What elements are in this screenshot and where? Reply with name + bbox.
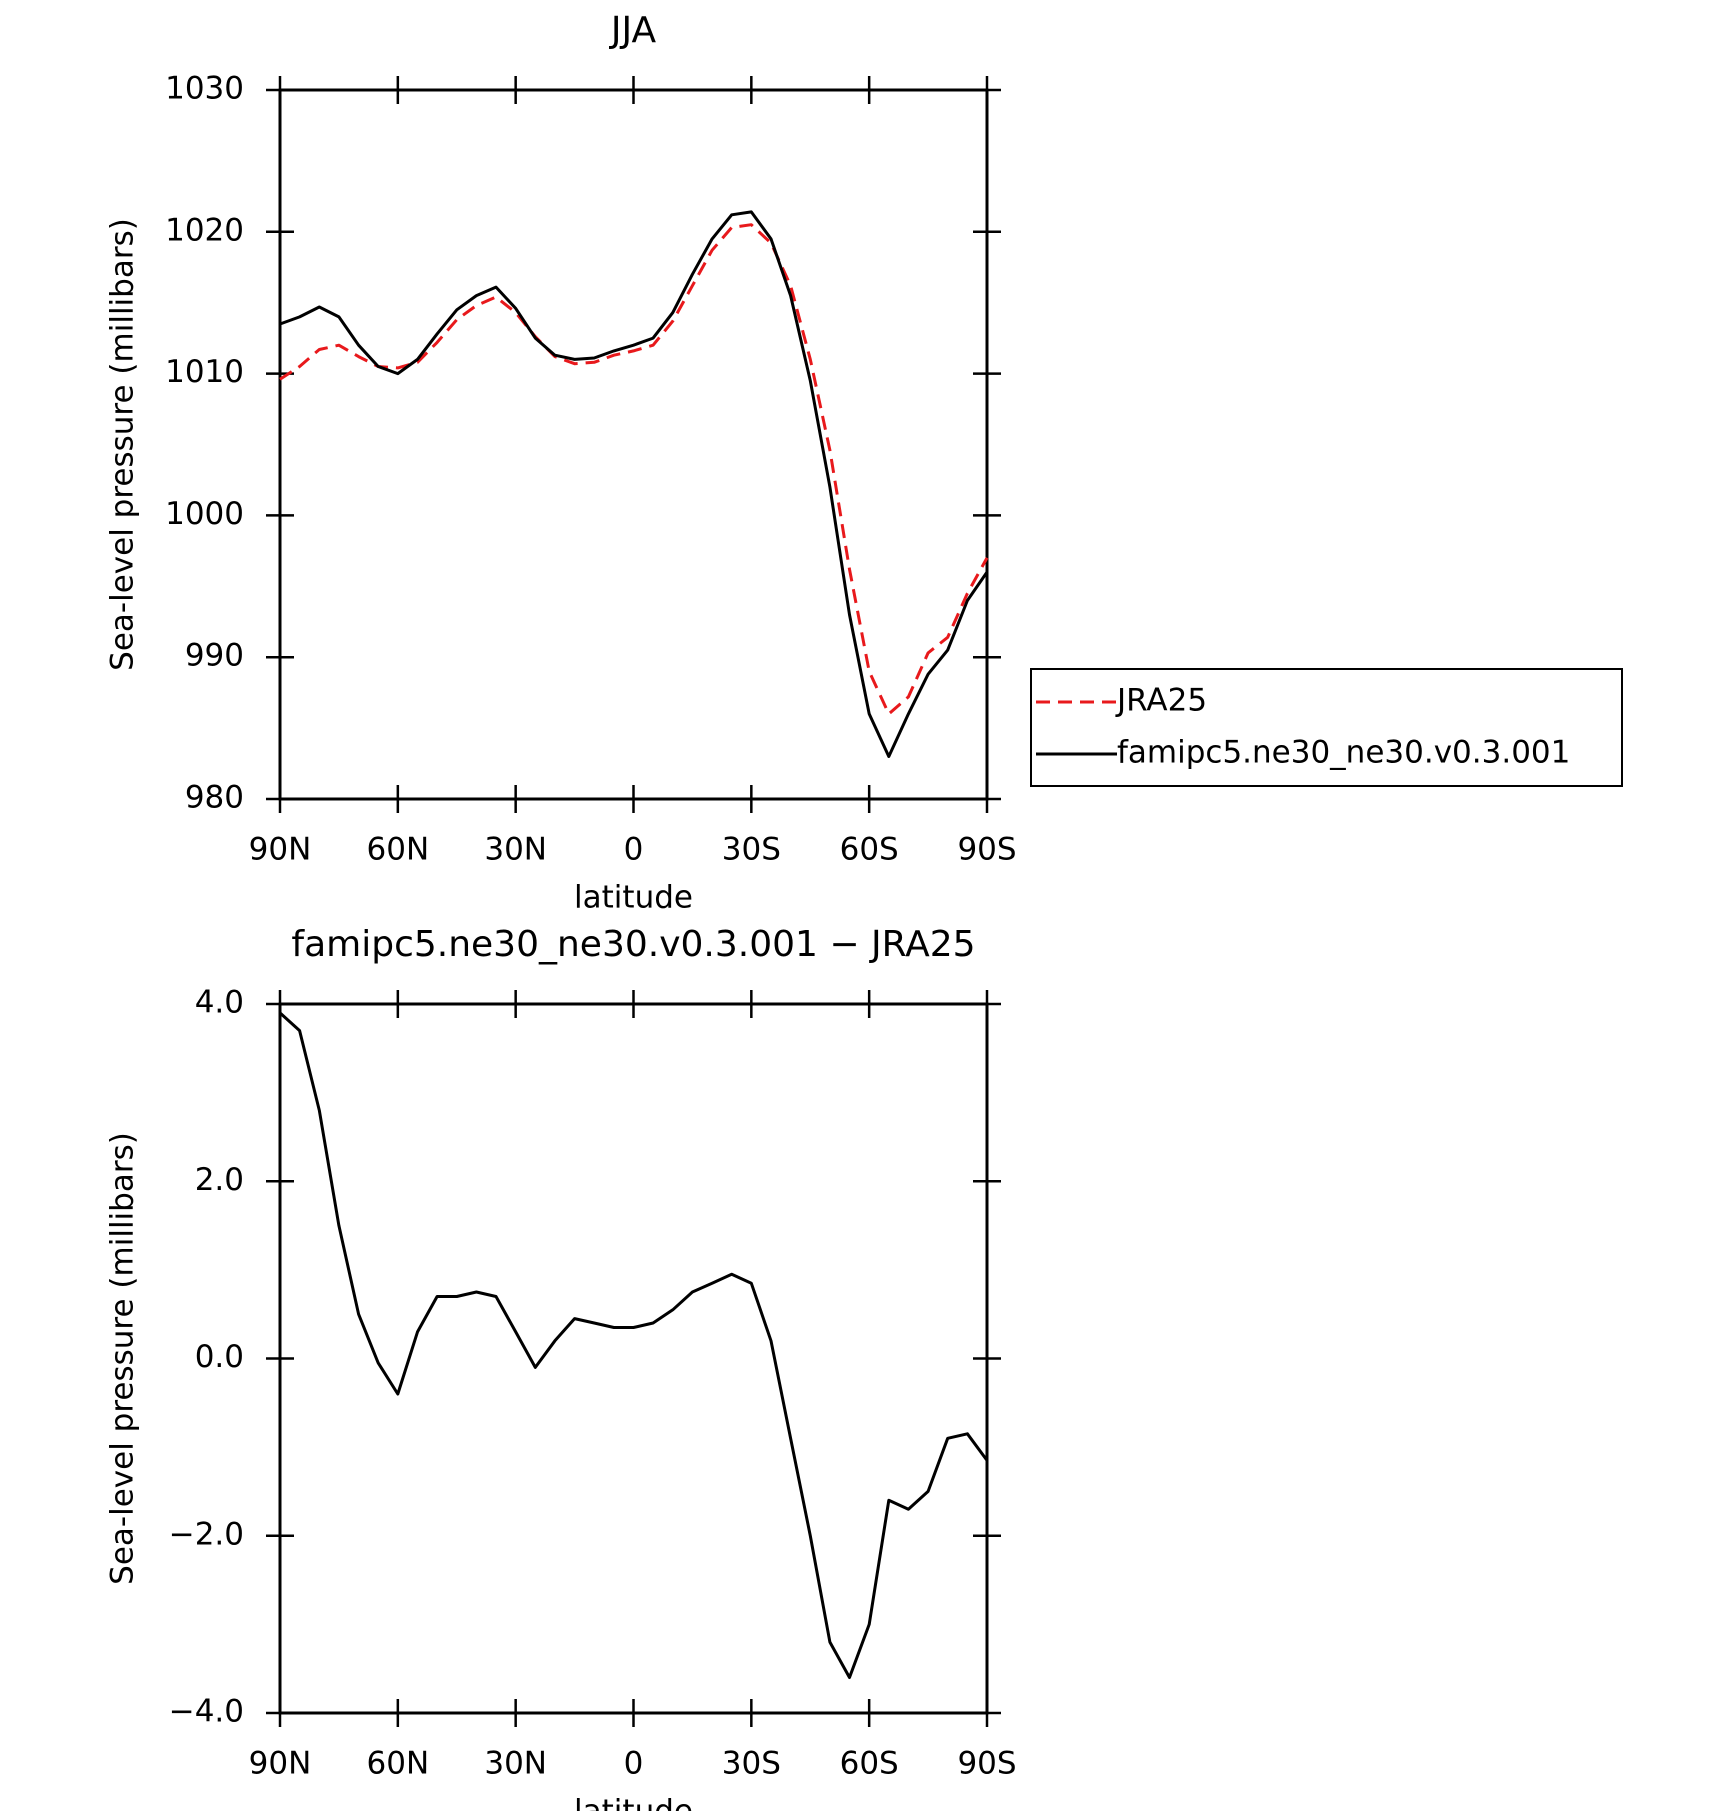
- y-tick-label: −4.0: [169, 1694, 244, 1730]
- y-tick-label: 1010: [165, 354, 244, 390]
- plot-frame: [278, 88, 989, 801]
- x-tick-label: 90S: [957, 1746, 1016, 1782]
- x-tick-label: 60N: [367, 832, 430, 868]
- x-tick-label: 30N: [484, 1746, 547, 1782]
- x-tick-label: 30S: [722, 1746, 781, 1782]
- data-line: [279, 223, 989, 716]
- y-axis-label: Sea-level pressure (millibars): [105, 1132, 141, 1585]
- x-tick-label: 90N: [249, 1746, 312, 1782]
- x-tick-label: 60S: [840, 832, 899, 868]
- legend-box: [1030, 668, 1623, 787]
- data-line: [278, 1011, 989, 1679]
- legend-label: JRA25: [1115, 683, 1207, 719]
- x-tick-label: 90S: [957, 832, 1016, 868]
- x-tick-label: 30N: [484, 832, 547, 868]
- x-tick-label: 30S: [722, 832, 781, 868]
- x-tick-label: 90N: [249, 832, 312, 868]
- x-axis-label: latitude: [574, 1794, 693, 1811]
- x-axis-label: latitude: [574, 880, 693, 916]
- x-tick-label: 60N: [367, 1746, 430, 1782]
- y-tick-label: −2.0: [169, 1516, 244, 1552]
- y-tick-label: 990: [185, 638, 244, 674]
- y-tick-label: 1030: [165, 71, 244, 107]
- plot-frame: [278, 1002, 989, 1715]
- x-tick-label: 0: [624, 832, 644, 868]
- chart-title: JJA: [609, 10, 657, 51]
- chart-title: famipc5.ne30_ne30.v0.3.001 − JRA25: [291, 924, 975, 965]
- x-tick-label: 60S: [840, 1746, 899, 1782]
- legend-label: famipc5.ne30_ne30.v0.3.001: [1117, 735, 1570, 771]
- y-tick-label: 0.0: [195, 1339, 244, 1375]
- y-tick-label: 1020: [165, 212, 244, 248]
- data-line: [279, 210, 989, 758]
- y-tick-label: 4.0: [195, 985, 244, 1021]
- y-axis-label: Sea-level pressure (millibars): [105, 218, 141, 671]
- y-tick-label: 2.0: [195, 1162, 244, 1198]
- x-tick-label: 0: [624, 1746, 644, 1782]
- y-tick-label: 980: [185, 780, 244, 816]
- y-tick-label: 1000: [165, 496, 244, 532]
